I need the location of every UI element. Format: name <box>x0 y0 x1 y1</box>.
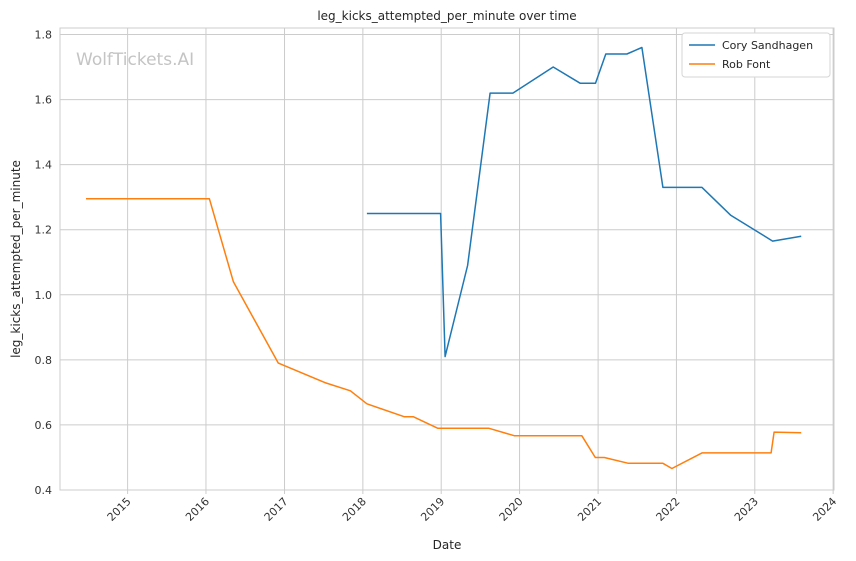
y-tick-label: 1.0 <box>35 289 53 302</box>
y-axis-label: leg_kicks_attempted_per_minute <box>9 160 23 358</box>
y-tick-label: 0.6 <box>35 419 53 432</box>
y-tick-label: 0.8 <box>35 354 53 367</box>
series-line-cory-sandhagen <box>366 46 802 358</box>
y-tick-label: 1.4 <box>35 159 53 172</box>
legend-box <box>681 32 831 78</box>
plot-frame <box>59 27 835 491</box>
legend-label-cory-sandhagen: Cory Sandhagen <box>722 39 813 52</box>
legend: Cory Sandhagen Rob Font <box>681 32 831 78</box>
x-axis-label: Date <box>433 538 462 552</box>
y-tick-label: 1.2 <box>35 224 53 237</box>
y-axis-ticks: 0.4 0.6 0.8 1.0 1.2 1.4 1.6 1.8 <box>35 29 53 497</box>
y-tick-label: 1.6 <box>35 94 53 107</box>
watermark: WolfTickets.AI <box>76 50 194 70</box>
y-tick-label: 1.8 <box>35 29 53 42</box>
y-tick-label: 0.4 <box>35 484 53 497</box>
plot-area <box>60 28 834 490</box>
chart-title: leg_kicks_attempted_per_minute over time <box>317 9 576 23</box>
series-layer <box>86 46 802 470</box>
series-line-rob-font <box>86 198 802 470</box>
legend-label-rob-font: Rob Font <box>722 58 771 71</box>
